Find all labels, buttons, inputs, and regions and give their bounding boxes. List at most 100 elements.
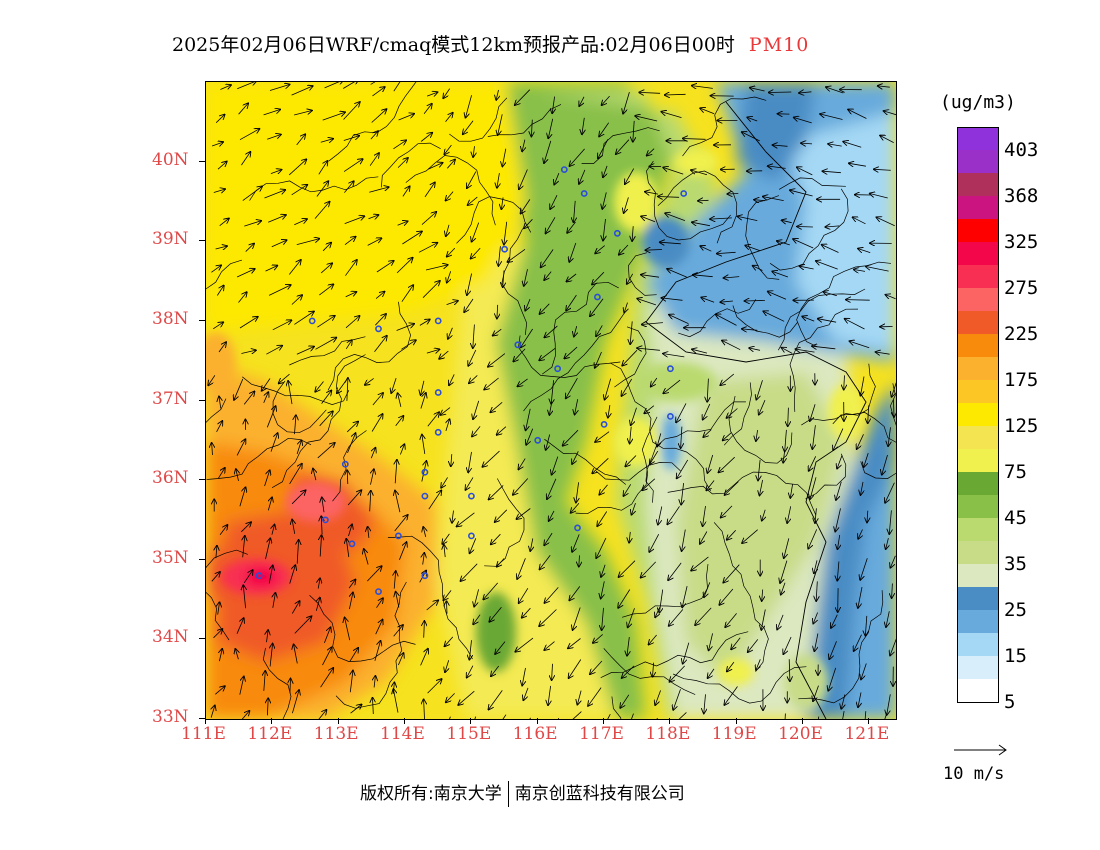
station-marker[interactable] (593, 293, 601, 301)
pm10-concentration-map[interactable] (205, 81, 897, 720)
wind-arrow (446, 160, 455, 169)
boundary-line (667, 471, 817, 516)
wind-arrow (843, 142, 862, 148)
wind-arrow (425, 265, 448, 271)
wind-arrow (848, 110, 867, 119)
wind-arrow (707, 454, 714, 473)
wind-arrow (347, 490, 361, 506)
station-marker[interactable] (666, 412, 674, 420)
station-marker[interactable] (322, 516, 329, 524)
station-marker[interactable] (467, 532, 475, 540)
wind-arrow (710, 218, 732, 219)
wind-arrow (267, 135, 281, 140)
wind-arrow (502, 148, 505, 167)
station-marker[interactable] (434, 317, 442, 325)
station-marker[interactable] (613, 229, 621, 237)
colorbar-bin (957, 265, 999, 288)
station-marker[interactable] (308, 317, 316, 325)
wind-arrow (526, 408, 531, 430)
wind-arrow (703, 429, 712, 437)
wind-arrow (797, 167, 813, 176)
wind-arrow (424, 700, 425, 719)
wind-arrow (630, 426, 632, 444)
station-marker[interactable] (421, 492, 429, 500)
colorbar-label: 25 (1004, 599, 1027, 621)
wind-arrow (575, 399, 578, 414)
station-marker[interactable] (434, 428, 442, 436)
wind-arrow (892, 583, 893, 598)
wind-arrow (576, 482, 579, 502)
wind-arrow (270, 433, 278, 452)
station-marker[interactable] (375, 325, 382, 333)
wind-arrow (439, 350, 449, 359)
wind-arrow (272, 320, 292, 331)
boundary-line (628, 252, 657, 296)
wind-arrow (263, 392, 269, 404)
wind-arrow (828, 144, 842, 146)
wind-arrow (605, 378, 612, 400)
wind-arrow (783, 451, 784, 463)
lat-tick (199, 160, 205, 162)
wind-arrow (211, 265, 221, 273)
station-marker[interactable] (534, 436, 542, 444)
wind-arrow (669, 609, 684, 626)
wind-arrow (772, 271, 789, 278)
wind-arrow (345, 260, 356, 276)
wind-arrow (854, 270, 866, 272)
wind-arrow (641, 275, 660, 278)
station-marker[interactable] (666, 365, 674, 373)
station-marker[interactable] (255, 572, 263, 580)
lat-tick-label: 40N (152, 149, 189, 170)
station-marker[interactable] (514, 341, 522, 349)
wind-arrow (467, 171, 477, 188)
colorbar-bin (957, 564, 999, 587)
station-marker[interactable] (600, 420, 608, 428)
wind-arrow (345, 316, 360, 329)
boundary-line (272, 380, 327, 434)
station-marker[interactable] (580, 190, 588, 197)
wind-arrow (716, 314, 737, 326)
station-marker[interactable] (680, 190, 688, 197)
wind-arrow (349, 593, 353, 610)
wind-arrow (692, 349, 708, 354)
wind-arrow (295, 415, 296, 435)
wind-arrow (525, 298, 531, 310)
station-marker[interactable] (501, 245, 508, 253)
station-marker[interactable] (467, 492, 475, 500)
station-marker[interactable] (434, 389, 442, 396)
station-marker[interactable] (421, 572, 429, 580)
wind-arrow (829, 641, 837, 659)
station-marker[interactable] (574, 524, 581, 532)
wind-arrow (784, 713, 786, 719)
wind-arrow (375, 292, 384, 299)
station-marker[interactable] (341, 460, 349, 468)
wind-arrow (317, 443, 335, 459)
wind-arrow (463, 120, 474, 135)
wind-arrow (861, 376, 865, 396)
station-marker[interactable] (421, 468, 429, 476)
wind-arrow (629, 531, 630, 543)
station-marker[interactable] (554, 365, 561, 373)
wind-arrow (544, 641, 555, 650)
wind-arrow (603, 165, 608, 177)
lon-tick-label: 120E (778, 724, 823, 744)
title-text: 2025年02月06日WRF/cmaq模式12km预报产品:02月06日00时 (172, 34, 735, 56)
wind-arrow (620, 694, 630, 708)
wind-arrow (294, 312, 313, 325)
wind-arrow (522, 607, 531, 618)
station-marker[interactable] (348, 540, 356, 548)
wind-arrow (491, 401, 503, 412)
wind-arrow (236, 469, 239, 481)
wind-arrow (704, 694, 706, 713)
wind-arrow (208, 375, 216, 385)
station-marker[interactable] (375, 588, 382, 595)
wind-arrow (350, 705, 362, 714)
station-marker[interactable] (394, 532, 402, 540)
wind-arrow (343, 136, 359, 141)
wind-arrow (579, 169, 586, 184)
station-marker[interactable] (560, 166, 568, 173)
wind-arrow (427, 679, 442, 694)
wind-arrow (793, 239, 814, 249)
wind-arrow (642, 478, 656, 490)
wind-arrow (368, 215, 379, 219)
